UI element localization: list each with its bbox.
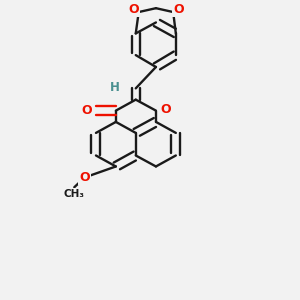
Text: O: O	[79, 171, 90, 184]
Text: CH₃: CH₃	[64, 189, 85, 199]
Text: O: O	[160, 103, 171, 116]
Text: H: H	[110, 81, 119, 94]
Text: O: O	[173, 3, 184, 16]
Text: O: O	[82, 103, 92, 116]
Text: O: O	[128, 3, 139, 16]
